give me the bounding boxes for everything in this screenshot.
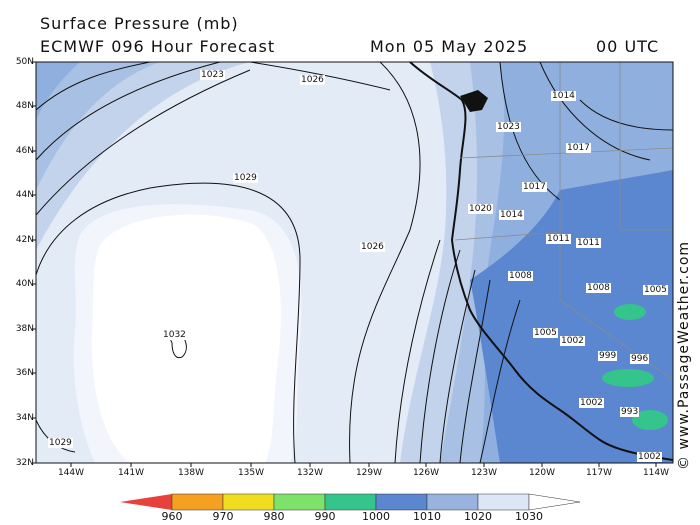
lat-label: 48N (15, 101, 34, 111)
lat-label: 38N (15, 324, 34, 334)
site-credit: © www.PassageWeather.com (676, 240, 692, 470)
lon-label: 129W (355, 468, 383, 478)
lon-label: 141W (117, 468, 145, 478)
lat-label: 34N (15, 413, 34, 423)
isobar-label: 1002 (637, 452, 662, 462)
isobar-label: 996 (630, 354, 650, 364)
scale-cell-1030 (477, 493, 530, 511)
island-vancouver (460, 90, 488, 112)
isobar-label: 1011 (576, 238, 601, 248)
map-frame (35, 61, 674, 464)
lat-label: 46N (15, 146, 34, 156)
chart-title: Surface Pressure (mb) (40, 14, 239, 33)
lon-label: 117W (585, 468, 613, 478)
scale-cell-high (528, 493, 581, 511)
isobar-label: 1020 (468, 204, 493, 214)
isobar-lines (36, 62, 673, 463)
lat-label: 42N (15, 235, 34, 245)
forecast-date: Mon 05 May 2025 (370, 37, 529, 56)
pressure-low-band (470, 170, 673, 463)
isobar-label: 1011 (546, 234, 571, 244)
low-pocket-3 (632, 410, 668, 430)
scale-cell-980 (222, 493, 275, 511)
scale-label: 1020 (464, 510, 492, 523)
scale-cell-960 (120, 494, 172, 510)
lon-label: 132W (296, 468, 324, 478)
scale-cell-970 (171, 493, 224, 511)
isobar-label: 1002 (579, 398, 604, 408)
scale-label: 970 (212, 510, 234, 523)
isobar-label: 1029 (233, 173, 258, 183)
isobar-label: 1014 (499, 210, 524, 220)
scale-label: 980 (263, 510, 285, 523)
isobar-label: 1026 (300, 75, 325, 85)
low-pocket-1 (614, 304, 646, 320)
low-pocket-2 (602, 369, 654, 387)
scale-cell-1020 (426, 493, 479, 511)
pressure-band-nw-2 (36, 62, 160, 190)
lat-label: 36N (15, 368, 34, 378)
lon-label: 138W (177, 468, 205, 478)
lon-label: 114W (642, 468, 670, 478)
state-borders (454, 62, 673, 381)
lat-label: 50N (15, 57, 34, 67)
pressure-scale-bar (120, 493, 581, 511)
scale-cell-1010 (375, 493, 428, 511)
forecast-time: 00 UTC (596, 37, 660, 56)
lon-label: 120W (528, 468, 556, 478)
lat-label: 32N (15, 458, 34, 468)
lon-label: 144W (57, 468, 85, 478)
lon-label: 126W (412, 468, 440, 478)
isobar-label: 1032 (162, 330, 187, 340)
isobar-label: 1008 (508, 271, 533, 281)
isobar-label: 999 (598, 351, 618, 361)
model-label: ECMWF 096 Hour Forecast (40, 37, 276, 56)
isobar-label: 1017 (566, 143, 591, 153)
scale-label: 990 (314, 510, 336, 523)
scale-label: 960 (161, 510, 183, 523)
isobar-label: 993 (620, 407, 640, 417)
scale-cell-990 (273, 493, 326, 511)
isobar-label: 1002 (560, 336, 585, 346)
isobar-label: 1029 (48, 438, 73, 448)
isobar-label: 1017 (522, 182, 547, 192)
isobar-label: 1005 (533, 328, 558, 338)
axis-ticks (32, 61, 657, 467)
isobar-label: 1008 (586, 283, 611, 293)
isobar-label: 1026 (360, 242, 385, 252)
lon-label: 123W (470, 468, 498, 478)
scale-cell-1000 (324, 493, 377, 511)
isobar-label: 1023 (200, 70, 225, 80)
scale-label: 1000 (362, 510, 390, 523)
isobar-label: 1023 (496, 122, 521, 132)
lon-label: 135W (237, 468, 265, 478)
lat-label: 40N (15, 279, 34, 289)
scale-label: 1030 (515, 510, 543, 523)
lat-label: 44N (15, 190, 34, 200)
scale-label: 1010 (413, 510, 441, 523)
isobar-label: 1005 (643, 285, 668, 295)
pressure-band-nw-3 (36, 62, 80, 120)
isobar-label: 1014 (551, 91, 576, 101)
coastline (409, 62, 673, 461)
